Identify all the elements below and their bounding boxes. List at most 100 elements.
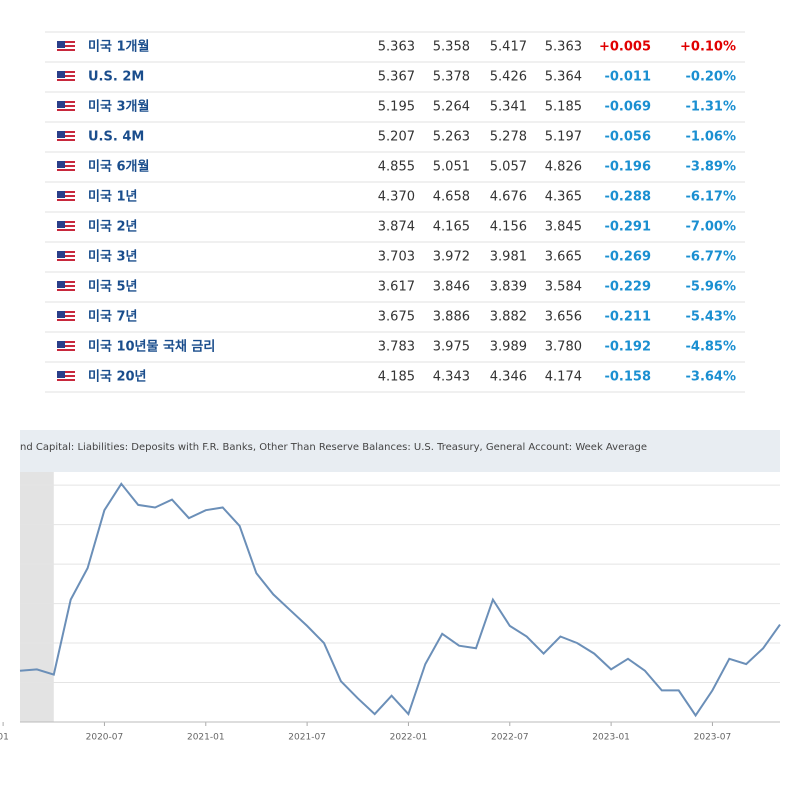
cell-value: 4.370 (378, 190, 415, 205)
cell-value: -0.20% (686, 70, 737, 85)
cell-value: 3.617 (378, 280, 415, 295)
instrument-name[interactable]: 미국 3개월 (88, 99, 149, 115)
cell-value: 5.426 (490, 70, 527, 85)
flag-stripe (57, 51, 75, 53)
us-flag (57, 131, 75, 143)
flag-stripe (57, 111, 75, 113)
cell-value: 5.185 (545, 100, 582, 115)
instrument-name[interactable]: 미국 3년 (88, 249, 137, 265)
cell-value: 3.981 (490, 250, 527, 265)
cell-value: 4.365 (545, 190, 582, 205)
us-flag (57, 161, 75, 173)
cell-value: 3.975 (433, 340, 470, 355)
cell-value: 4.826 (545, 160, 582, 175)
cell-value: -0.269 (604, 250, 651, 265)
instrument-name[interactable]: U.S. 2M (88, 70, 144, 85)
cell-value: -3.64% (686, 370, 737, 385)
cell-value: 5.363 (378, 40, 415, 55)
flag-canton (57, 101, 65, 108)
cell-value: 3.780 (545, 340, 582, 355)
flag-stripe (57, 373, 75, 375)
cell-value: 5.358 (433, 40, 470, 55)
instrument-name[interactable]: 미국 1년 (88, 189, 137, 205)
flag-stripe (57, 321, 75, 323)
cell-value: 3.882 (490, 310, 527, 325)
cell-value: 3.989 (490, 340, 527, 355)
instrument-name[interactable]: 미국 6개월 (88, 159, 149, 175)
flag-stripe (57, 43, 75, 45)
cell-value: 5.263 (433, 130, 470, 145)
instrument-name[interactable]: 미국 20년 (88, 369, 147, 385)
flag-stripe (57, 201, 75, 203)
cell-value: -1.06% (686, 130, 737, 145)
cell-value: 5.207 (378, 130, 415, 145)
instrument-name[interactable]: U.S. 4M (88, 130, 144, 145)
cell-value: 5.367 (378, 70, 415, 85)
cell-value: -0.069 (604, 100, 651, 115)
cell-value: -0.229 (604, 280, 651, 295)
us-flag (57, 371, 75, 383)
flag-stripe (57, 347, 75, 349)
us-flag (57, 221, 75, 233)
instrument-name[interactable]: 미국 1개월 (88, 39, 149, 55)
cell-value: 3.839 (490, 280, 527, 295)
cell-value: +0.10% (680, 40, 736, 55)
x-tick-label: 2020-07 (86, 733, 124, 743)
cell-value: 3.656 (545, 310, 582, 325)
flag-stripe (57, 81, 75, 83)
cell-value: 3.584 (545, 280, 582, 295)
flag-stripe (57, 343, 75, 345)
x-tick-label: 2023-07 (694, 733, 732, 743)
instrument-name[interactable]: 미국 5년 (88, 279, 137, 295)
cell-value: 5.341 (490, 100, 527, 115)
us-flag (57, 281, 75, 293)
flag-canton (57, 311, 65, 318)
flag-stripe (57, 77, 75, 79)
cell-value: -1.31% (686, 100, 737, 115)
cell-value: -0.192 (604, 340, 651, 355)
cell-value: 3.783 (378, 340, 415, 355)
instrument-name[interactable]: 미국 10년물 국채 금리 (88, 339, 215, 355)
flag-canton (57, 371, 65, 378)
cell-value: 5.197 (545, 130, 582, 145)
cell-value: +0.005 (599, 40, 651, 55)
cell-value: -0.196 (604, 160, 651, 175)
cell-value: 4.165 (433, 220, 470, 235)
flag-stripe (57, 107, 75, 109)
flag-stripe (57, 73, 75, 75)
shaded-period (20, 472, 54, 722)
flag-stripe (57, 377, 75, 379)
cell-value: 4.855 (378, 160, 415, 175)
flag-stripe (57, 381, 75, 383)
cell-value: 5.264 (433, 100, 470, 115)
flag-canton (57, 281, 65, 288)
x-tick-label: 2021-07 (288, 733, 326, 743)
cell-value: 3.665 (545, 250, 582, 265)
quotes-table: 미국 1개월 5.363 5.358 5.417 5.363 +0.005 +0.10% U.… (45, 31, 745, 393)
cell-value: -0.288 (604, 190, 651, 205)
instrument-name[interactable]: 미국 2년 (88, 219, 137, 235)
cell-value: -3.89% (686, 160, 737, 175)
cell-value: 4.658 (433, 190, 470, 205)
cell-value: 3.886 (433, 310, 470, 325)
title-band (20, 430, 780, 472)
flag-canton (57, 221, 65, 228)
cell-value: 3.972 (433, 250, 470, 265)
flag-canton (57, 341, 65, 348)
flag-stripe (57, 47, 75, 49)
x-tick-label: 01 (0, 733, 9, 743)
cell-value: 3.845 (545, 220, 582, 235)
flag-canton (57, 161, 65, 168)
cell-value: -6.77% (686, 250, 737, 265)
cell-value: -6.17% (686, 190, 737, 205)
cell-value: -0.291 (604, 220, 651, 235)
cell-value: 3.675 (378, 310, 415, 325)
cell-value: 4.343 (433, 370, 470, 385)
us-flag (57, 101, 75, 113)
chart-title: nd Capital: Liabilities: Deposits with F… (20, 442, 647, 453)
flag-stripe (57, 253, 75, 255)
us-flag (57, 311, 75, 323)
flag-stripe (57, 261, 75, 263)
instrument-name[interactable]: 미국 7년 (88, 309, 137, 325)
flag-stripe (57, 317, 75, 319)
